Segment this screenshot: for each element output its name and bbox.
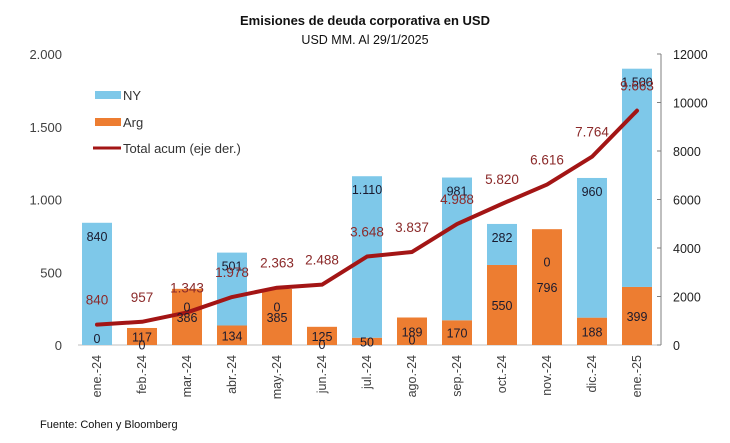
bar-label-ny: 0	[409, 333, 416, 347]
bar-label-ny: 0	[274, 300, 281, 314]
cumulative-label: 2.488	[305, 253, 339, 268]
bar-label-arg: 134	[222, 329, 243, 343]
cumulative-label: 5.820	[485, 172, 519, 187]
x-axis-labels: ene.-24 feb.-24 mar.-24 abr.-24 may.-24 jun.-…	[90, 355, 644, 399]
cumulative-label: 9.663	[620, 79, 654, 94]
bar-ny	[622, 68, 652, 287]
bar-arg	[442, 320, 472, 345]
legend: NY Arg Total acum (eje der.)	[93, 88, 241, 156]
bar-arg	[217, 325, 247, 345]
cumulative-label: 4.988	[440, 192, 474, 207]
right-tick-label: 0	[673, 339, 680, 353]
right-tick-label: 2000	[673, 291, 701, 305]
bar-label-ny: 282	[492, 231, 513, 245]
bar-label-ny: 1.500	[621, 76, 652, 90]
chart-title: Emisiones de deuda corporativa en USD	[240, 13, 490, 28]
bar-arg	[172, 288, 202, 345]
bar-arg	[622, 286, 652, 345]
bar-ny	[442, 177, 472, 321]
x-tick-label: ene.-24	[90, 355, 104, 397]
bar-label-arg: 188	[582, 325, 603, 339]
source-note: Fuente: Cohen y Bloomberg	[40, 419, 178, 431]
cumulative-label: 3.648	[350, 225, 384, 240]
x-tick-label: ago.-24	[405, 355, 419, 397]
cumulative-label: 840	[86, 293, 109, 308]
bar-label-arg: 0	[94, 332, 101, 346]
x-tick-label: feb.-24	[135, 355, 149, 394]
bar-label-arg: 399	[627, 310, 648, 324]
x-tick-label: jul.-24	[360, 355, 374, 390]
cumulative-label: 3.837	[395, 220, 429, 235]
x-tick-label: jun.-24	[315, 355, 329, 394]
cumulative-label: 1.343	[170, 280, 204, 295]
legend-label-arg: Arg	[123, 115, 143, 130]
left-tick-label: 2.000	[29, 47, 62, 62]
right-tick-label: 6000	[673, 194, 701, 208]
cumulative-line	[95, 108, 639, 327]
bar-label-ny: 1.110	[352, 183, 382, 197]
x-tick-label: mar.-24	[180, 355, 194, 397]
bar-arg	[397, 317, 427, 345]
right-tick-label: 12000	[673, 48, 708, 62]
bar-label-arg: 796	[537, 281, 558, 295]
x-tick-label: oct.-24	[495, 355, 509, 393]
x-tick-label: nov.-24	[540, 355, 554, 396]
right-axis: 0 2000 4000 6000 8000 10000 12000	[657, 48, 708, 353]
right-tick-label: 4000	[673, 242, 701, 256]
bars	[82, 68, 652, 345]
bar-label-ny: 0	[544, 256, 551, 270]
cumulative-label: 6.616	[530, 153, 564, 168]
bar-label-arg: 385	[267, 311, 288, 325]
bar-label-arg: 117	[132, 330, 152, 344]
bar-ny	[577, 177, 607, 318]
bar-label-ny: 0	[139, 338, 146, 352]
bar-label-ny: 840	[87, 230, 108, 244]
left-tick-label: 1.500	[29, 120, 62, 135]
cumulative-label: 957	[131, 290, 154, 305]
bar-label-ny: 0	[184, 300, 191, 314]
bar-ny	[217, 252, 247, 326]
left-tick-label: 500	[40, 265, 62, 280]
x-tick-label: dic.-24	[585, 355, 599, 393]
bar-label-arg: 125	[312, 330, 333, 344]
legend-swatch-arg	[95, 118, 121, 126]
left-tick-label: 0	[55, 338, 62, 353]
bar-label-arg: 50	[360, 335, 374, 349]
line-labels: 840 957 1.343 1.978 2.363 2.488 3.648 3.837 4.98…	[86, 79, 654, 308]
legend-swatch-ny	[95, 91, 121, 99]
cumulative-label: 7.764	[575, 125, 609, 140]
bar-label-ny: 981	[447, 185, 468, 199]
bar-arg	[307, 326, 337, 345]
legend-label-total: Total acum (eje der.)	[123, 141, 241, 156]
chart-subtitle: USD MM. Al 29/1/2025	[301, 33, 429, 47]
bar-arg	[352, 337, 382, 345]
bar-label-arg: 550	[492, 299, 513, 313]
bar-ny	[487, 223, 517, 265]
cumulative-label: 2.363	[260, 256, 294, 271]
bar-label-ny: 960	[582, 185, 603, 199]
x-tick-label: sep.-24	[450, 355, 464, 397]
bar-label-arg: 170	[447, 327, 468, 341]
bar-label-ny: 0	[319, 338, 326, 352]
legend-label-ny: NY	[123, 88, 141, 103]
bar-arg	[487, 264, 517, 345]
bar-label-arg: 189	[402, 325, 423, 339]
right-tick-label: 10000	[673, 97, 708, 111]
bar-arg	[532, 229, 562, 345]
bar-arg	[262, 288, 292, 345]
bar-label-ny: 501	[222, 260, 243, 274]
right-tick-label: 8000	[673, 145, 701, 159]
left-tick-label: 1.000	[29, 193, 62, 208]
bar-arg	[577, 317, 607, 345]
bar-arg	[127, 327, 157, 345]
x-tick-label: ene.-25	[630, 355, 644, 397]
x-tick-label: may.-24	[270, 355, 284, 399]
x-tick-label: abr.-24	[225, 355, 239, 394]
bar-label-arg: 386	[177, 311, 198, 325]
cumulative-label: 1.978	[215, 265, 249, 280]
